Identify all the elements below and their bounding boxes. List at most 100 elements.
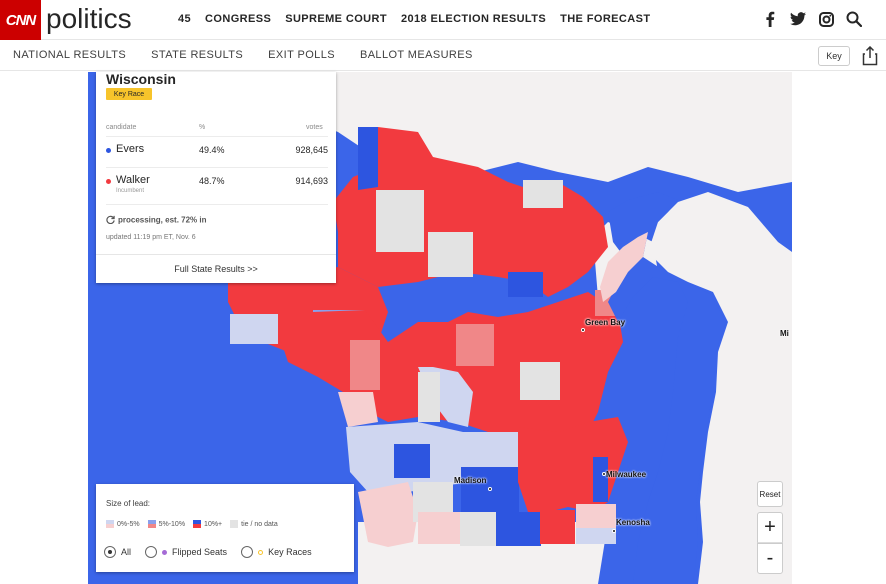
county-rep-mid-1	[456, 324, 494, 366]
radio[interactable]	[241, 546, 254, 558]
county-tie-2	[428, 232, 473, 277]
city-label-madison: Madison	[454, 476, 487, 485]
county-dem-sw-1	[394, 444, 430, 478]
incumbent-label: Incumbent	[116, 188, 145, 194]
filter-flipped-seats[interactable]: Flipped Seats	[145, 546, 227, 558]
legend-item-10plus: 10%+	[193, 520, 222, 528]
county-dem-milwaukee	[593, 457, 608, 502]
key-race-badge: Key Race	[106, 88, 152, 100]
county-tie-3	[523, 180, 563, 208]
candidate-row-evers: Evers 49.4% 928,645	[106, 136, 328, 166]
reset-button[interactable]: Reset	[757, 481, 783, 507]
sub-nav-bar: NATIONAL RESULTS STATE RESULTS EXIT POLL…	[0, 40, 886, 71]
nav-item-congress[interactable]: CONGRESS	[205, 13, 272, 25]
row-divider	[106, 204, 328, 205]
search-icon[interactable]	[846, 11, 862, 27]
nav-item-forecast[interactable]: THE FORECAST	[560, 13, 651, 25]
top-header: CNN politics 45 CONGRESS SUPREME COURT 2…	[0, 0, 886, 40]
candidate-name: Walker	[116, 174, 150, 186]
full-state-results-link[interactable]: Full State Results >>	[96, 254, 336, 283]
legend-label: tie / no data	[241, 520, 278, 528]
city-label-michigan-partial: Mi	[780, 329, 789, 338]
filter-all[interactable]: All	[104, 546, 131, 558]
legend-filters: All Flipped Seats Key Races	[104, 546, 326, 558]
county-tie-central	[520, 362, 560, 400]
county-ne-red	[333, 127, 608, 297]
key-button[interactable]: Key	[818, 46, 850, 66]
cnn-logo[interactable]: CNN	[0, 0, 41, 40]
radio-selected[interactable]	[104, 546, 116, 558]
legend-swatch-mid	[147, 520, 156, 528]
county-dem-menominee	[508, 272, 543, 297]
city-label-milwaukee: Milwaukee	[606, 470, 647, 479]
key-race-dot-icon	[258, 549, 264, 555]
subnav-state-results[interactable]: STATE RESULTS	[151, 49, 244, 61]
zoom-in-button[interactable]: +	[757, 512, 783, 543]
zoom-out-button[interactable]: -	[757, 543, 783, 574]
filter-label: All	[121, 547, 132, 557]
radio[interactable]	[145, 546, 158, 558]
city-label-kenosha: Kenosha	[616, 518, 650, 527]
county-door	[600, 232, 648, 302]
legend-item-tie: tie / no data	[230, 520, 278, 528]
legend-item-0-5: 0%-5%	[106, 520, 140, 528]
county-bottom-light-rep-2	[418, 512, 460, 544]
city-dot-milwaukee	[602, 472, 606, 476]
legend-title: Size of lead:	[106, 499, 151, 508]
legend-swatch-light	[106, 520, 114, 528]
party-dot-rep	[106, 179, 111, 184]
candidate-pct: 48.7%	[199, 176, 225, 186]
subnav-ballot-measures[interactable]: BALLOT MEASURES	[359, 49, 473, 61]
county-dem-north	[358, 127, 378, 190]
nav-item-election-results[interactable]: 2018 ELECTION RESULTS	[400, 13, 547, 25]
brand-politics[interactable]: politics	[46, 3, 132, 34]
map-svg[interactable]	[88, 72, 792, 584]
county-tie-left	[418, 372, 440, 422]
nav-item-45[interactable]: 45	[178, 13, 192, 25]
land-michigan-up	[248, 72, 792, 192]
legend-label: 5%-10%	[158, 520, 186, 528]
col-header-votes: votes	[306, 124, 323, 131]
county-bottom-light-rep	[358, 482, 418, 547]
party-dot-dem	[106, 148, 111, 153]
legend-label: 0%-5%	[117, 520, 140, 528]
county-bottom-light-rep-3	[576, 504, 616, 530]
county-bottom-red	[540, 510, 575, 544]
candidate-votes: 914,693	[295, 176, 328, 186]
flipped-dot-icon	[162, 549, 168, 555]
county-se-red	[518, 417, 628, 512]
county-bottom-light-dem	[576, 528, 616, 544]
facebook-icon[interactable]	[762, 11, 778, 27]
top-nav: 45 CONGRESS SUPREME COURT 2018 ELECTION …	[178, 13, 650, 25]
lake-michigan	[608, 192, 726, 584]
state-name: Wisconsin	[106, 71, 176, 87]
filter-label: Flipped Seats	[172, 547, 228, 557]
col-header-pct: %	[199, 124, 206, 131]
filter-key-races[interactable]: Key Races	[241, 546, 312, 558]
city-label-green-bay: Green Bay	[585, 318, 626, 327]
county-bottom-tie-2	[460, 512, 496, 546]
filter-label: Key Races	[268, 547, 312, 557]
legend-label: 10%+	[204, 520, 223, 528]
candidate-row-walker: Walker Incumbent 48.7% 914,693	[106, 167, 328, 197]
subnav-exit-polls[interactable]: EXIT POLLS	[268, 49, 335, 61]
county-dem-madison	[461, 467, 519, 515]
city-dot-kenosha	[612, 529, 616, 533]
candidate-pct: 49.4%	[199, 145, 225, 155]
county-bottom-dem	[496, 512, 541, 546]
nav-item-supreme-court[interactable]: SUPREME COURT	[285, 13, 387, 25]
processing-text: processing, est. 72% in	[118, 215, 207, 225]
instagram-icon[interactable]	[818, 11, 834, 27]
subnav-national-results[interactable]: NATIONAL RESULTS	[13, 49, 127, 61]
share-icon[interactable]	[862, 45, 878, 66]
race-info-panel: Wisconsin Key Race candidate % votes Eve…	[96, 71, 336, 283]
col-header-candidate: candidate	[106, 124, 137, 131]
twitter-icon[interactable]	[790, 11, 806, 27]
legend-swatch-tie	[230, 520, 239, 528]
county-tie-1	[376, 190, 424, 252]
county-rep-mid-2	[350, 340, 380, 390]
county-dem-light-west	[230, 314, 278, 344]
legend-item-5-10: 5%-10%	[147, 520, 186, 528]
updated-time: updated 11:19 pm ET, Nov. 6	[106, 234, 196, 241]
